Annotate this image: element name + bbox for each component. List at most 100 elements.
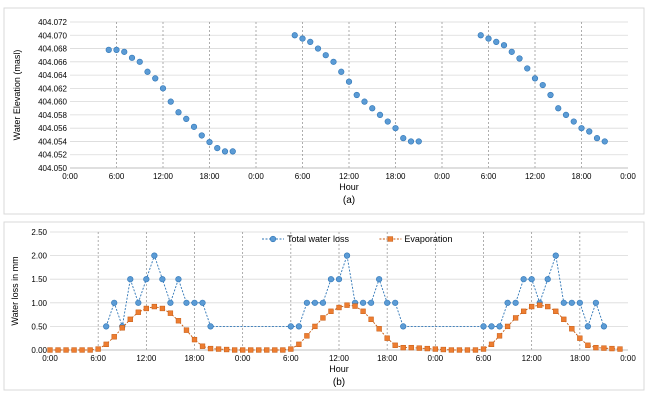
b-data-point [159,305,166,312]
b-data-point [488,323,495,330]
b-data-point [569,326,575,332]
b-data-point [609,345,615,352]
b-data-point [135,299,142,306]
b-data-point [287,323,294,330]
b-data-point [248,347,254,353]
b-data-point [368,299,375,306]
a-data-point [159,85,167,92]
b-data-point [600,323,608,330]
b-data-point [496,333,503,339]
chart-b-panel-label: (b) [333,377,345,388]
a-data-point [493,38,500,46]
b-data-point [167,310,174,316]
a-data-point [570,118,577,125]
a-x-tick-label: 18:00 [385,172,406,181]
b-data-point [344,302,350,308]
a-data-point [198,132,205,139]
b-data-point [151,303,158,310]
chart-a-y-axis-label: Water Elevation (masl) [12,50,22,141]
b-data-point [376,326,382,332]
b-x-tick-label: 6:00 [476,354,492,363]
a-data-point [338,68,345,75]
b-data-point [256,347,262,353]
b-data-point [585,342,591,348]
a-x-tick-label: 12:00 [339,172,360,181]
b-data-point [159,276,166,283]
a-data-point [555,105,562,112]
b-data-point [384,335,390,341]
b-data-point [143,276,150,283]
a-x-tick-label: 18:00 [199,172,220,181]
a-data-point [190,123,198,130]
b-data-point [617,346,623,352]
b-data-point [593,344,599,351]
b-data-point [264,347,270,353]
a-data-point [531,75,539,82]
a-data-point [547,91,554,99]
b-data-point [79,347,85,353]
b-data-point [288,346,294,352]
b-data-point [327,276,335,283]
a-y-tick-label: 404.064 [38,71,67,80]
a-data-point [586,128,593,135]
a-data-point [508,48,515,55]
b-data-point [480,323,487,330]
b-data-point [127,276,134,283]
b-data-point [384,299,391,306]
b-x-tick-label: 12:00 [522,354,543,363]
b-data-point [320,315,326,321]
a-data-point [229,148,236,155]
a-data-point [353,91,360,99]
b-data-point [47,347,53,353]
b-data-point [335,276,343,283]
a-data-point [539,81,546,89]
a-y-tick-label: 404.072 [38,18,67,27]
b-data-point [360,308,366,314]
b-data-point [504,323,511,330]
b-data-point [143,305,149,312]
a-data-point [361,98,368,105]
b-data-point [352,303,358,309]
b-data-point [175,276,182,283]
b-data-point [520,308,527,314]
a-x-tick-label: 6:00 [295,172,311,181]
b-data-point [456,347,463,353]
chart-b-y-ticks: 0.00 0.50 1.00 1.50 2.00 2.50 [31,228,47,355]
b-data-point [319,299,327,306]
chart-a-x-axis-label: Hour [339,182,359,192]
a-x-tick-label: 6:00 [109,172,125,181]
b-data-point [111,334,117,340]
a-x-tick-label: 0:00 [248,172,264,181]
chart-b-x-axis-label: Hour [329,364,349,374]
b-data-point [167,299,174,306]
a-data-point [392,125,399,132]
b-data-point [544,276,551,283]
a-data-point [601,138,608,145]
b-data-point [151,252,158,259]
b-data-point [537,302,543,308]
b-y-tick-label: 2.00 [31,252,47,261]
a-data-point [105,46,112,53]
a-x-tick-label: 0:00 [62,172,78,181]
b-data-point [63,347,69,353]
chart-a-panel-label: (a) [343,195,355,206]
a-data-point [128,54,136,61]
b-data-point [552,252,559,259]
b-data-point [183,299,190,306]
a-data-point [578,125,585,132]
b-data-point [576,299,583,306]
b-data-point [512,299,519,306]
a-data-point [400,135,407,142]
b-data-point [553,308,559,314]
a-data-point [183,115,190,122]
b-data-point [103,323,110,330]
b-data-point [560,299,567,306]
b-data-point [408,344,414,351]
a-y-tick-label: 404.062 [38,84,67,93]
b-data-point [272,347,278,353]
b-data-point [448,347,455,353]
a-data-point [562,111,570,119]
a-data-point [415,138,422,145]
